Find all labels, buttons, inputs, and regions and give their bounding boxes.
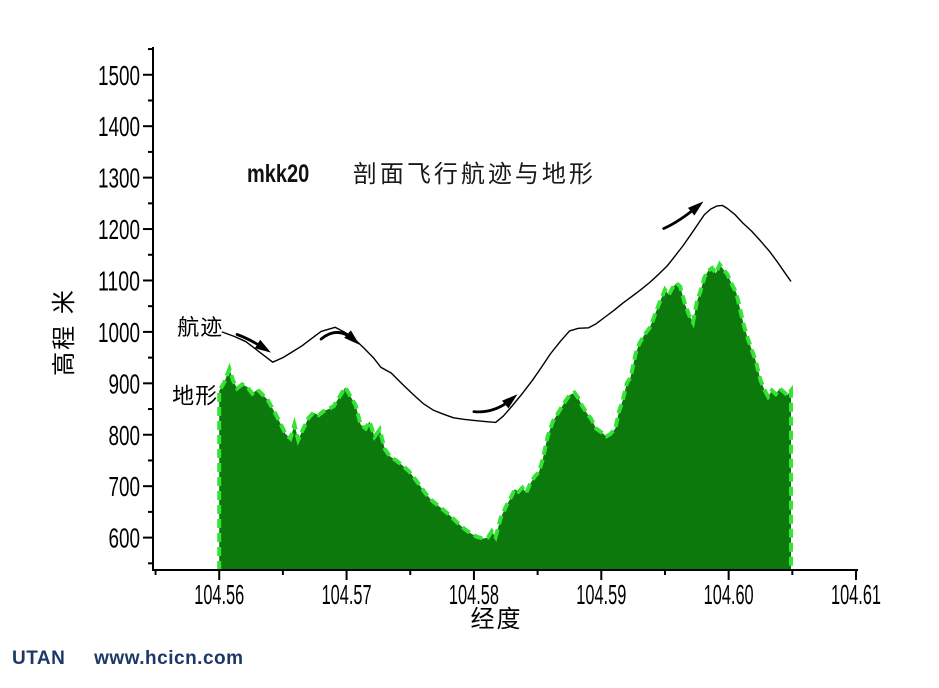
y-tick-label: 700 [109,471,141,502]
watermark-url: www.hcicn.com [94,648,244,669]
y-tick-label: 1100 [98,265,140,296]
y-tick-label: 1000 [98,317,140,348]
y-tick-label: 800 [109,420,141,451]
x-axis-label: 经度 [471,605,523,633]
terrain-outline [217,260,793,570]
y-tick-label: 1300 [98,163,140,194]
flight-path-line [221,204,792,424]
terrain-area [219,264,791,570]
y-axis-label: 高程 米 [50,288,78,376]
flight-direction-arrowhead [344,330,360,345]
flight-direction-arrowhead [687,201,704,216]
y-tick-label: 1500 [98,60,140,91]
flight-direction-arrowhead [254,339,271,353]
y-tick-label: 600 [109,523,141,554]
x-tick-label: 104.56 [194,579,244,610]
x-tick-label: 104.57 [322,579,372,610]
x-tick-label: 104.58 [449,579,499,610]
flight-direction-arrowhead [502,394,518,409]
series-label: 地形 [172,385,218,410]
y-tick-label: 1400 [98,111,140,142]
series-label: 航迹 [177,316,223,341]
chart-title-prefix: mkk20 [247,160,310,188]
chart-title-text: 剖面飞行航迹与地形 [352,160,596,188]
x-tick-label: 104.61 [831,579,881,610]
chart-title: mkk20 剖面飞行航迹与地形 [247,154,596,189]
watermark-brand: UTAN [12,648,66,669]
y-tick-label: 900 [109,368,141,399]
watermark: UTAN www.hcicn.com [12,648,244,670]
x-tick-label: 104.59 [576,579,626,610]
y-tick-label: 1200 [98,214,140,245]
x-tick-label: 104.60 [704,579,754,610]
